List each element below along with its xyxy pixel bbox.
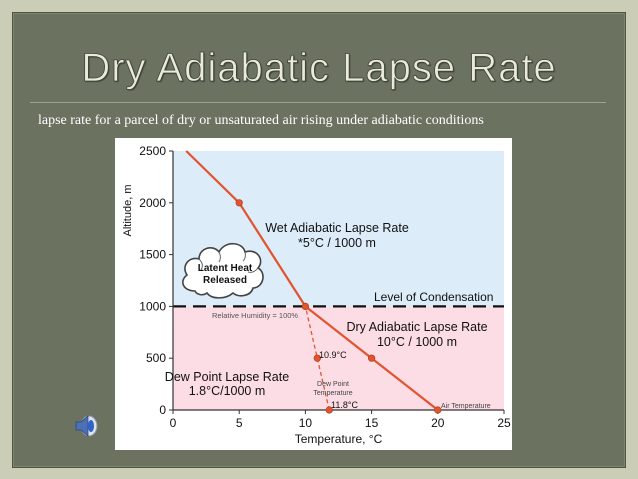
dew-rate-value: 1.8°C/1000 m <box>189 384 266 398</box>
slide-description: lapse rate for a parcel of dry or unsatu… <box>38 113 484 128</box>
cloud-label-1: Latent Heat <box>198 263 253 274</box>
chart-markers <box>235 199 442 414</box>
x-tick-label: 5 <box>236 416 243 430</box>
x-tick-label: 0 <box>170 416 177 430</box>
dew-rate-title: Dew Point Lapse Rate <box>165 370 289 384</box>
dew-temp-label-2: Temperature <box>313 390 352 397</box>
wet-rate-title: Wet Adiabatic Lapse Rate <box>265 221 409 235</box>
y-tick-label: 500 <box>146 351 166 365</box>
y-tick-label: 2500 <box>139 144 166 158</box>
data-point <box>313 354 321 362</box>
y-tick-label: 2000 <box>139 196 166 210</box>
chart-ticks: 0 5 10 15 20 25 0 500 1000 1500 2000 2500 <box>139 144 511 430</box>
wet-rate-value: *5°C / 1000 m <box>298 236 376 250</box>
data-point <box>325 406 333 414</box>
y-tick-label: 1500 <box>139 248 166 262</box>
y-tick-label: 0 <box>159 403 166 417</box>
chart-curves <box>185 150 439 411</box>
y-tick-label: 1000 <box>139 299 166 313</box>
air-temperature-line <box>185 150 439 411</box>
dew-temp-label-1: Dew Point <box>317 381 349 388</box>
slide-title: Dry Adiabatic Lapse Rate <box>81 46 557 91</box>
data-point <box>368 354 376 362</box>
x-tick-label: 25 <box>497 416 511 430</box>
air-temp-label: Air Temperature <box>441 403 491 410</box>
x-tick-label: 15 <box>365 416 379 430</box>
x-tick-label: 20 <box>431 416 445 430</box>
dew-point-line <box>304 306 330 411</box>
data-point <box>301 302 309 310</box>
cloud-label-2: Released <box>203 275 247 286</box>
chart-axes <box>172 151 504 411</box>
speaker-icon[interactable] <box>73 412 103 440</box>
y-axis-title: Altitude, m <box>122 185 134 237</box>
value-10-9-label: 10.9°C <box>319 350 347 360</box>
dry-rate-value: 10°C / 1000 m <box>377 335 457 349</box>
title-divider <box>30 102 606 103</box>
x-axis-title: Temperature, °C <box>295 432 383 446</box>
lapse-rate-chart: 0 5 10 15 20 25 0 500 1000 1500 2000 2500 Latent He… <box>115 138 512 450</box>
x-tick-label: 10 <box>299 416 313 430</box>
cloud-icon <box>182 242 264 299</box>
data-point <box>434 406 442 414</box>
dry-rate-title: Dry Adiabatic Lapse Rate <box>346 320 487 334</box>
humidity-label: Relative Humidity = 100% <box>212 311 298 320</box>
value-11-8-label: 11.8°C <box>331 400 358 410</box>
dry-region <box>173 306 504 410</box>
data-point <box>235 199 243 207</box>
condensation-label: Level of Condensation <box>374 290 493 304</box>
